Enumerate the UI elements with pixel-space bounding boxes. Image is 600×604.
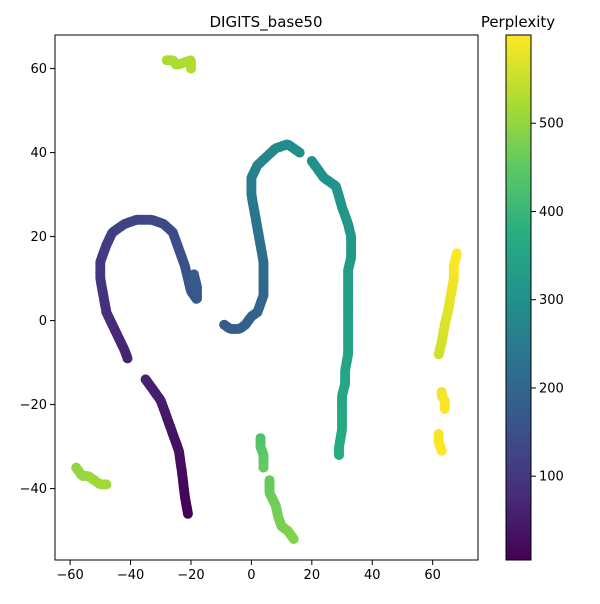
- x-axis: −60 −40 −20 0 20 40 60: [56, 560, 441, 583]
- scatter-point: [288, 534, 299, 544]
- scatter-point: [186, 63, 196, 74]
- x-tick-label: 60: [424, 568, 441, 583]
- colorbar: [505, 34, 532, 561]
- colorbar-ticks: 100 200 300 400 500: [531, 117, 564, 485]
- x-tick-label: 0: [247, 568, 255, 583]
- scatter-point: [140, 374, 151, 385]
- y-tick-label: 20: [30, 230, 47, 245]
- colorbar-tick-label: 300: [539, 293, 564, 308]
- scatter-point: [334, 450, 344, 460]
- y-tick-label: 0: [39, 314, 47, 329]
- points-layer: [71, 55, 462, 544]
- plot-frame: [54, 34, 479, 561]
- y-tick-label: −40: [20, 482, 47, 497]
- y-tick-label: 60: [30, 62, 47, 77]
- x-tick-label: −60: [56, 568, 83, 583]
- scatter-point: [451, 248, 462, 259]
- colorbar-tick-label: 400: [539, 205, 564, 220]
- x-tick-label: 40: [364, 568, 381, 583]
- scatter-point: [436, 445, 447, 456]
- y-axis: −40 −20 0 20 40 60: [20, 62, 55, 497]
- chart-title: DIGITS_base50: [209, 13, 322, 32]
- scatter-point: [101, 479, 112, 490]
- y-tick-label: −20: [20, 398, 47, 413]
- scatter-point: [439, 403, 450, 414]
- scatter-point: [294, 147, 305, 158]
- x-tick-label: −20: [177, 568, 204, 583]
- colorbar-label: Perplexity: [481, 13, 555, 31]
- y-tick-label: 40: [30, 146, 47, 161]
- colorbar-tick-label: 200: [539, 381, 564, 396]
- colorbar-tick-label: 100: [539, 470, 564, 485]
- scatter-point: [189, 269, 199, 280]
- x-tick-label: −40: [117, 568, 144, 583]
- x-tick-label: 20: [304, 568, 321, 583]
- colorbar-tick-label: 500: [539, 117, 564, 132]
- scatter-point: [258, 462, 269, 473]
